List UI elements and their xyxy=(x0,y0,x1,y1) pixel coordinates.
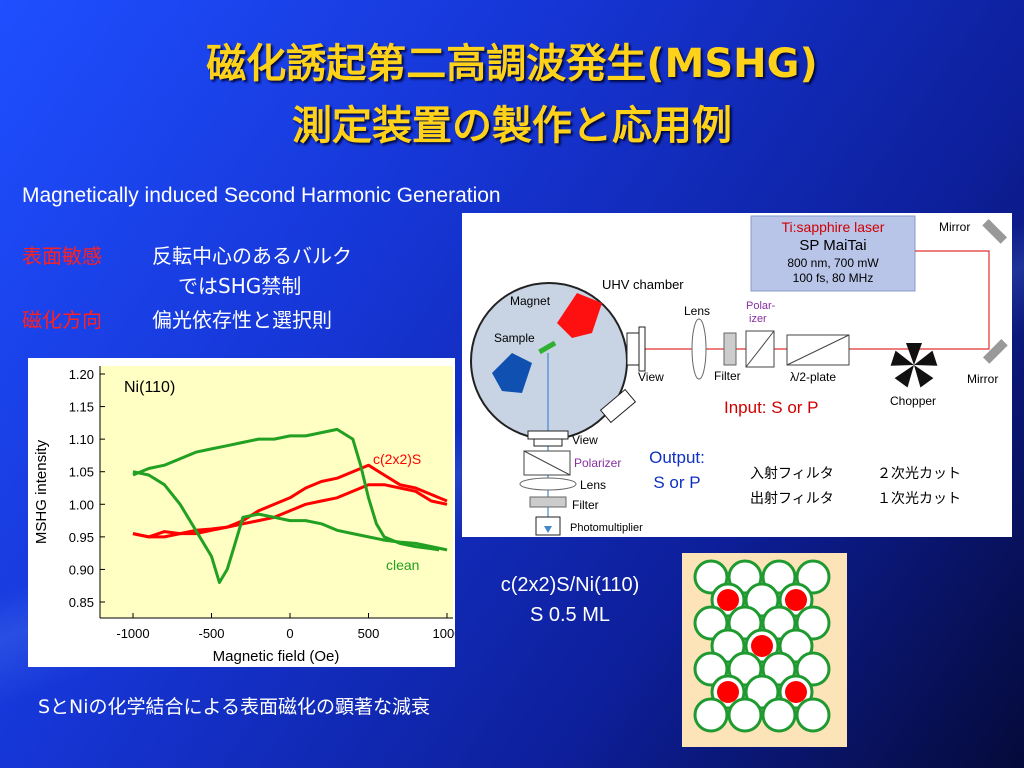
lens-in-label: Lens xyxy=(684,304,710,318)
mirror-top-label: Mirror xyxy=(939,220,970,234)
chart-panel: 0.85 0.90 0.95 1.00 1.05 1.10 1.15 1.20 -1000 -5… xyxy=(28,358,461,667)
ni-atom xyxy=(727,697,763,733)
sulfur-atom xyxy=(785,589,807,611)
structure-caption-2: S 0.5 ML xyxy=(529,604,611,626)
subtitle: Magnetically induced Second Harmonic Gen… xyxy=(22,184,501,207)
y-tick-label: 0.85 xyxy=(69,595,94,610)
view-bottom-port xyxy=(533,438,563,447)
uhv-label: UHV chamber xyxy=(602,277,684,292)
x-ticks: -1000 -500 0 500 1000 xyxy=(116,613,461,641)
sample-icon xyxy=(538,340,557,355)
y-tick-label: 0.90 xyxy=(69,562,94,577)
x-tick-label: -1000 xyxy=(116,626,149,641)
output-label-1: Output: xyxy=(649,448,705,467)
legend-clean: clean xyxy=(386,557,419,573)
laser-box xyxy=(750,215,916,292)
polarizer-in-label-1: Polar- xyxy=(746,300,776,312)
jp-in-cut: ２次光カット xyxy=(877,465,961,481)
conclusion-text: SとNiの化学結合による表面磁化の顕著な減衰 xyxy=(38,696,430,718)
magnet-pole-icon xyxy=(492,353,532,393)
point-text-magnetization: 偏光依存性と選択則 xyxy=(152,308,332,332)
series-group xyxy=(132,427,448,584)
y-tick-label: 1.00 xyxy=(69,497,94,512)
setup-panel: Ti:sapphire laser SP MaiTai 800 nm, 700 … xyxy=(462,213,1012,537)
laser-model: SP MaiTai xyxy=(799,237,866,254)
magnet-label: Magnet xyxy=(510,294,551,308)
surface-structure-diagram xyxy=(693,559,831,733)
point-label-surface: 表面敏感 xyxy=(22,244,102,268)
title-line2: 測定装置の製作と応用例 xyxy=(292,103,732,149)
series-line-sulfur-branch-1 xyxy=(132,483,448,539)
view-bottom-label: View xyxy=(572,433,598,447)
ni-atom xyxy=(795,697,831,733)
x-tick-label: -500 xyxy=(198,626,224,641)
plot-background xyxy=(100,366,453,618)
input-label: Input: S or P xyxy=(724,398,819,417)
polarizer-in-label-2: izer xyxy=(749,313,767,325)
view-right-label: View xyxy=(638,370,664,384)
chart-title: Ni(110) xyxy=(124,379,175,396)
lens-in-icon xyxy=(691,318,707,380)
x-tick-label: 500 xyxy=(358,626,380,641)
y-tick-label: 0.95 xyxy=(69,530,94,545)
ni-atom xyxy=(761,697,797,733)
mshg-chart: 0.85 0.90 0.95 1.00 1.05 1.10 1.15 1.20 -1000 -5… xyxy=(33,366,461,665)
x-tick-label: 0 xyxy=(286,626,293,641)
laser-spec2: 100 fs, 80 MHz xyxy=(793,271,874,285)
pmt-label: Photomultiplier xyxy=(570,522,643,534)
mirror-bottom-label: Mirror xyxy=(967,372,998,386)
output-label-2: S or P xyxy=(653,473,700,492)
y-tick-label: 1.20 xyxy=(69,367,94,382)
view-flange-right xyxy=(638,326,646,372)
lens-out-label: Lens xyxy=(580,478,606,492)
y-ticks: 0.85 0.90 0.95 1.00 1.05 1.10 1.15 1.20 xyxy=(69,367,105,610)
jp-in-filter: 入射フィルタ xyxy=(750,465,834,481)
point-text-surface-1: 反転中心のあるバルク xyxy=(152,244,352,268)
jp-out-filter: 出射フィルタ xyxy=(750,490,834,506)
filter-out-label: Filter xyxy=(572,498,599,512)
polarizer-out-diag xyxy=(523,450,571,476)
series-line-clean-branch-0 xyxy=(132,427,440,552)
chopper-icon xyxy=(890,343,938,388)
setup-diagram: Ti:sapphire laser SP MaiTai 800 nm, 700 … xyxy=(470,215,1008,536)
jp-out-cut: １次光カット xyxy=(877,490,961,506)
sample-label: Sample xyxy=(494,331,535,345)
lens-out-icon xyxy=(519,477,577,491)
view-bottom-flange xyxy=(527,430,569,440)
window-port xyxy=(599,388,637,424)
filter-in-label: Filter xyxy=(714,369,741,383)
structure-caption-1: c(2x2)S/Ni(110) xyxy=(500,574,640,596)
y-tick-label: 1.05 xyxy=(69,465,94,480)
point-label-magnetization: 磁化方向 xyxy=(22,308,102,332)
y-tick-label: 1.15 xyxy=(69,400,94,415)
filter-in-icon xyxy=(723,332,737,366)
polarizer-out-label: Polarizer xyxy=(574,456,621,470)
x-axis-label: Magnetic field (Oe) xyxy=(213,648,340,665)
chopper-label: Chopper xyxy=(890,394,936,408)
ni-atom xyxy=(693,697,729,733)
view-port-right xyxy=(626,332,640,366)
title-line1: 磁化誘起第二高調波発生(MSHG) xyxy=(206,41,818,87)
y-tick-label: 1.10 xyxy=(69,432,94,447)
laser-title: Ti:sapphire laser xyxy=(782,219,885,235)
half-wave-label: λ/2-plate xyxy=(790,370,836,384)
sulfur-atom xyxy=(785,681,807,703)
laser-spec1: 800 nm, 700 mW xyxy=(787,256,879,270)
structure-panel xyxy=(682,553,847,747)
pmt-arrow-icon xyxy=(544,526,552,533)
point-text-surface-2: ではSHG禁制 xyxy=(178,274,302,298)
sulfur-atom xyxy=(751,635,773,657)
series-line-clean-branch-1 xyxy=(132,470,448,584)
polarizer-in-diag xyxy=(745,330,775,368)
mirror-top-icon xyxy=(982,218,1008,244)
legend-sulfur: c(2x2)S xyxy=(373,451,421,467)
y-axis-label: MSHG intensity xyxy=(33,439,50,544)
x-tick-label: 1000 xyxy=(433,626,455,641)
mirror-bottom-icon xyxy=(982,338,1008,364)
sulfur-atom xyxy=(717,681,739,703)
half-wave-diag xyxy=(786,334,850,366)
sulfur-atom xyxy=(717,589,739,611)
filter-out-icon xyxy=(529,496,567,508)
magnet-icon xyxy=(557,293,602,338)
